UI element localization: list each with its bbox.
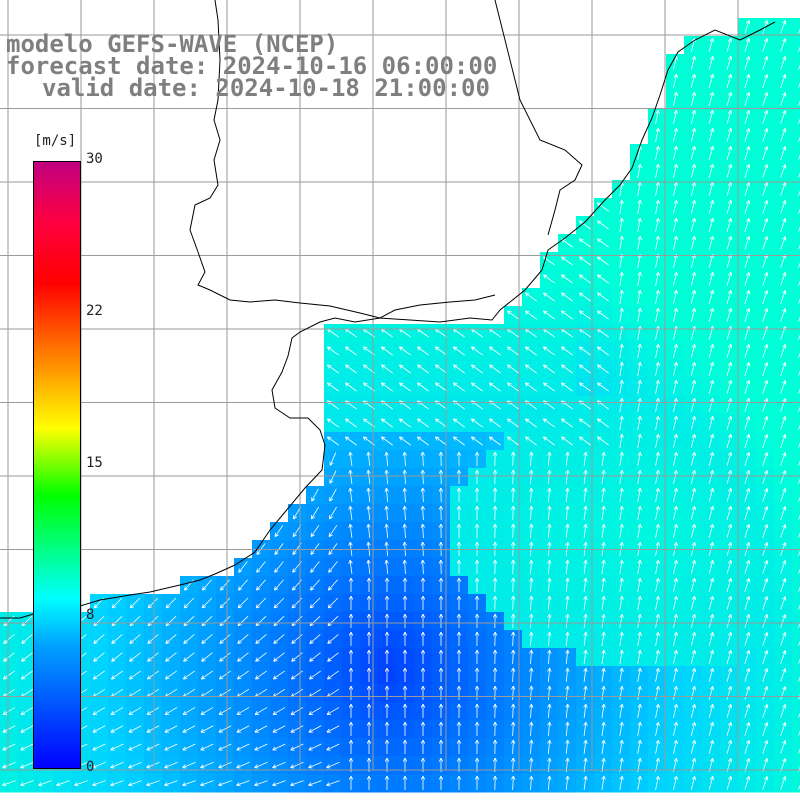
colorbar-tick-8: 8 (86, 607, 95, 623)
valid-date: valid date: 2024-10-18 21:00:00 (42, 74, 490, 102)
colorbar-tick-22: 22 (86, 303, 103, 319)
lat-lon-grid (0, 0, 800, 771)
forecast-date: forecast date: 2024-10-16 06:00:00 (6, 52, 498, 80)
wind-speed-field (0, 18, 800, 793)
colorbar-unit: [m/s] (34, 133, 77, 149)
colorbar-tick-15: 15 (86, 455, 103, 471)
wind-vectors (2, 20, 800, 791)
coastline (0, 0, 776, 619)
colorbar-tick-0: 0 (86, 759, 95, 775)
colorbar (33, 161, 81, 769)
colorbar-tick-30: 30 (86, 151, 103, 167)
model-title: modelo GEFS-WAVE (NCEP) (6, 30, 339, 58)
